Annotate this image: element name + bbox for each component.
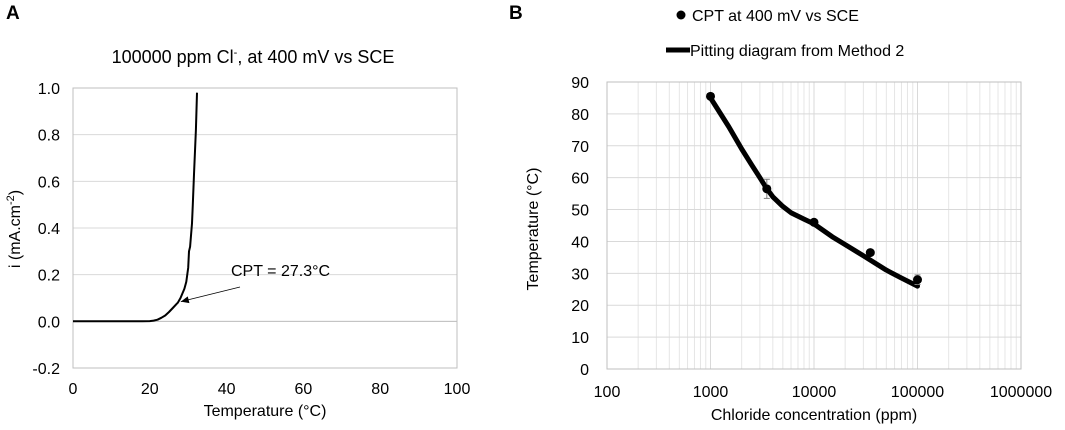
panel-a-y-tick-labels: -0.2 0.0 0.2 0.4 0.6 0.8 1.0 — [32, 81, 60, 378]
panel-a-x-tick-label: 60 — [295, 381, 313, 398]
panel-b-x-tick-label: 100000 — [891, 384, 944, 401]
panel-b-cpt-point — [865, 248, 875, 258]
panel-a-y-tick-label: 0.8 — [38, 128, 60, 145]
panel-b-cpt-point — [809, 217, 819, 227]
panel-a-x-tick-label: 100 — [444, 381, 471, 398]
panel-b-x-tick-label: 1000000 — [990, 384, 1052, 401]
panel-a-current-density-line — [73, 92, 198, 323]
panel-b-cpt-points — [706, 91, 922, 285]
panel-b-y-tick-label: 0 — [580, 362, 589, 379]
panel-b-y-tick-label: 20 — [571, 298, 589, 315]
panel-a-y-tick-label: -0.2 — [32, 361, 60, 378]
panel-b-y-tick-label: 10 — [571, 330, 589, 347]
panel-a-title-part2: , at 400 mV vs SCE — [237, 47, 394, 67]
panel-b-x-tick-label: 10000 — [792, 384, 837, 401]
panel-a-x-tick-label: 40 — [218, 381, 236, 398]
legend-label-cpt: CPT at 400 mV vs SCE — [692, 8, 859, 25]
panel-b-x-tick-labels: 100 1000 10000 100000 1000000 — [594, 384, 1053, 401]
panel-b-cpt-point — [762, 184, 772, 194]
panel-b-plot-frame — [606, 81, 1022, 370]
panel-b-pitting-diagram-line — [708, 95, 920, 289]
panel-b-y-tick-labels: 0 10 20 30 40 50 60 70 80 90 — [571, 75, 589, 379]
panel-a-y-tick-label: 0.4 — [38, 221, 60, 238]
panel-a-annotation-arrow — [180, 286, 241, 303]
panel-b-y-tick-label: 50 — [571, 203, 589, 220]
panel-a-x-tick-label: 80 — [371, 381, 389, 398]
panel-a-x-tick-label: 20 — [141, 381, 159, 398]
panel-b-y-tick-label: 60 — [571, 171, 589, 188]
legend-label-pitting: Pitting diagram from Method 2 — [690, 43, 904, 60]
panel-a-x-tick-labels: 0 20 40 60 80 100 — [69, 381, 471, 398]
panel-b-x-axis-title: Chloride concentration (ppm) — [711, 407, 917, 424]
panel-a-title-part1: 100000 ppm Cl — [112, 47, 234, 67]
panel-b-y-tick-label: 30 — [571, 266, 589, 283]
panel-b-x-tick-label: 100 — [594, 384, 621, 401]
panel-b-y-tick-label: 40 — [571, 234, 589, 251]
panel-a-gridlines — [73, 134, 457, 322]
panel-b-y-tick-label: 80 — [571, 107, 589, 124]
panel-b-gridlines — [607, 82, 1021, 369]
panel-b-y-tick-label: 70 — [571, 139, 589, 156]
panel-a-y-tick-label: 1.0 — [38, 81, 60, 98]
panel-a-title-superscript: - — [234, 47, 238, 59]
panel-a: A 100000 ppm Cl-, at 400 mV vs SCE -0.20… — [5, 3, 470, 420]
panel-a-y-title-part1: i (mA.cm — [7, 205, 24, 268]
panel-a-y-tick-label: 0.6 — [38, 174, 60, 191]
panel-a-annotation-arrowhead — [180, 296, 190, 304]
panel-b-cpt-point — [706, 91, 715, 101]
panel-b-cpt-point — [913, 275, 922, 285]
panel-b-x-tick-label: 1000 — [693, 384, 729, 401]
panel-b-letter: B — [509, 3, 523, 24]
panel-a-y-tick-label: 0.0 — [38, 314, 60, 331]
panel-a-y-tick-label: 0.2 — [38, 268, 60, 285]
panel-a-letter: A — [6, 3, 20, 24]
panel-a-x-axis-title: Temperature (°C) — [204, 403, 327, 420]
panel-a-y-title-part2: ) — [7, 190, 24, 195]
panel-b-y-axis-title: Temperature (°C) — [525, 168, 542, 291]
panel-a-title: 100000 ppm Cl-, at 400 mV vs SCE — [112, 47, 395, 67]
panel-a-plot-frame — [72, 87, 458, 369]
panel-a-x-tick-label: 0 — [69, 381, 78, 398]
panel-b: B CPT at 400 mV vs SCE Pitting diagram f… — [509, 3, 1052, 424]
legend-marker-cpt — [676, 10, 686, 20]
panel-a-y-axis-title: i (mA.cm-2) — [5, 190, 24, 268]
panel-a-annotation-cpt: CPT = 27.3°C — [231, 263, 330, 280]
panel-b-y-tick-label: 90 — [571, 75, 589, 92]
panel-a-y-title-superscript: -2 — [5, 195, 17, 205]
